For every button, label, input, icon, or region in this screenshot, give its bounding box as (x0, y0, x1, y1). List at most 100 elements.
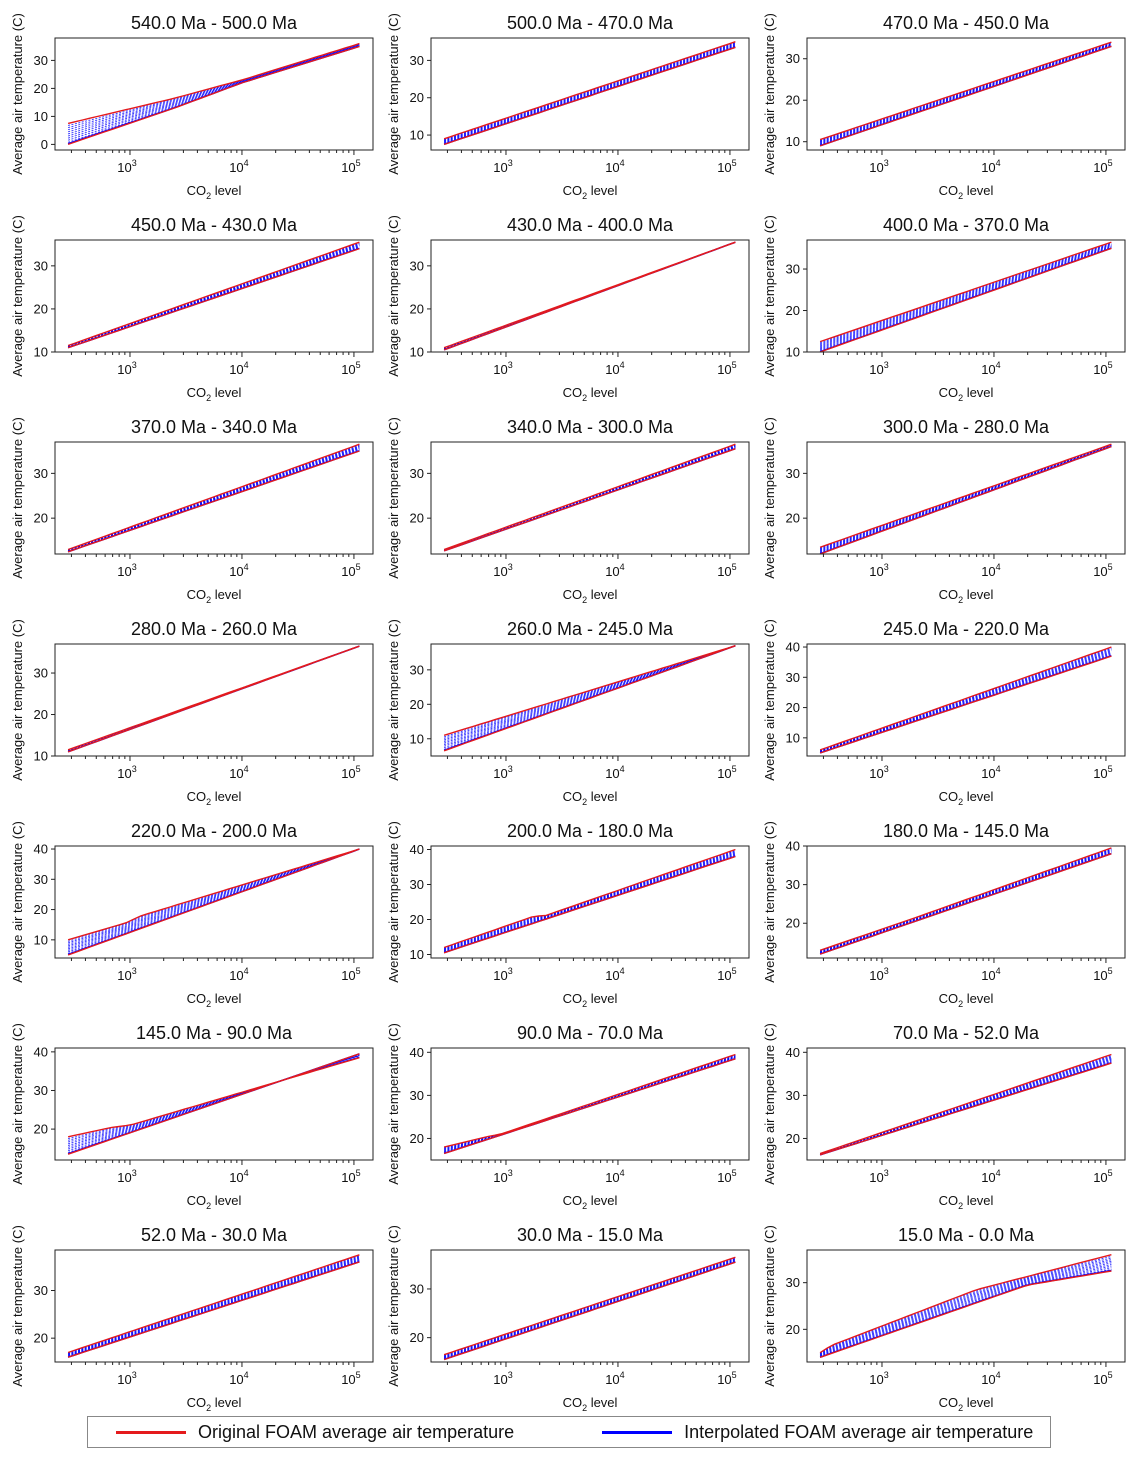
y-axis-label: Average air temperature (C) (10, 13, 25, 175)
interpolated-line (819, 850, 1112, 953)
y-tick-label: 30 (786, 466, 800, 481)
x-axis-label: CO2 level (939, 385, 994, 403)
interpolated-line (819, 652, 1112, 753)
y-axis-label: Average air temperature (C) (386, 13, 401, 175)
original-line-start (67, 241, 360, 347)
x-tick-label: 103 (117, 764, 136, 781)
y-tick-label: 20 (786, 1131, 800, 1146)
y-axis-label: Average air temperature (C) (386, 821, 401, 983)
interpolated-line (819, 43, 1112, 144)
interpolated-line (819, 849, 1112, 953)
x-tick-label: 105 (1093, 1370, 1112, 1387)
y-tick-label: 40 (34, 842, 48, 857)
plot-frame (430, 1249, 750, 1363)
x-tick-exponent: 4 (244, 966, 249, 976)
y-tick-label: 20 (34, 707, 48, 722)
x-tick-label: 105 (717, 158, 736, 175)
plot-frame (806, 239, 1126, 353)
x-axis-label-rest: level (587, 1193, 617, 1208)
y-tick-label: 20 (786, 916, 800, 931)
x-tick-exponent: 3 (132, 1168, 137, 1178)
plot-frame (806, 845, 1126, 959)
y-axis-label: Average air temperature (C) (762, 1225, 777, 1387)
x-tick-exponent: 4 (244, 360, 249, 370)
x-tick-label: 105 (1093, 966, 1112, 983)
x-axis-label-rest: level (963, 385, 993, 400)
x-tick-exponent: 4 (244, 1370, 249, 1380)
x-tick-label: 103 (117, 562, 136, 579)
interpolated-line (67, 43, 360, 126)
x-axis-label-sub: 2 (582, 191, 587, 201)
interpolated-line (819, 244, 1112, 347)
plot-frame (430, 239, 750, 353)
original-line-end (443, 645, 736, 752)
x-tick-label: 103 (493, 158, 512, 175)
interpolated-line (67, 1258, 360, 1356)
x-axis-label: CO2 level (563, 183, 618, 201)
plot-frame (54, 845, 374, 959)
original-line-start (67, 42, 360, 125)
legend: Original FOAM average air temperature In… (87, 1416, 1051, 1448)
subplot: 30.0 Ma - 15.0 Ma 103 104 105 20 30 CO2 level A… (386, 1225, 750, 1413)
x-tick-label: 103 (117, 966, 136, 983)
x-tick-label: 103 (493, 562, 512, 579)
legend-swatch-original (116, 1430, 186, 1434)
x-axis-label: CO2 level (563, 1193, 618, 1211)
x-axis-label-rest: level (211, 587, 241, 602)
y-axis-label: Average air temperature (C) (386, 215, 401, 377)
y-axis-label: Average air temperature (C) (762, 215, 777, 377)
x-tick-exponent: 5 (732, 1370, 737, 1380)
x-axis-label-sub: 2 (958, 393, 963, 403)
y-axis-label: Average air temperature (C) (10, 1023, 25, 1185)
x-tick-exponent: 3 (508, 360, 513, 370)
y-tick-label: 30 (786, 877, 800, 892)
x-axis-label-sub: 2 (206, 1403, 211, 1413)
x-tick-label: 105 (1093, 562, 1112, 579)
subplot: 180.0 Ma - 145.0 Ma 103 104 105 20 30 40 CO2 le… (762, 821, 1126, 1009)
y-tick-label: 20 (410, 912, 424, 927)
interpolated-line (819, 245, 1112, 350)
original-line-start (67, 848, 360, 941)
x-tick-label: 105 (717, 764, 736, 781)
x-axis-label: CO2 level (939, 183, 994, 201)
original-line-end (67, 247, 360, 349)
x-axis-label: CO2 level (939, 587, 994, 605)
interpolated-line (819, 246, 1112, 351)
subplot-title: 300.0 Ma - 280.0 Ma (883, 417, 1050, 437)
x-tick-label: 104 (981, 1168, 1000, 1185)
x-tick-label: 105 (341, 966, 360, 983)
x-tick-label: 105 (717, 360, 736, 377)
y-tick-label: 30 (34, 258, 48, 273)
subplot-title: 52.0 Ma - 30.0 Ma (141, 1225, 288, 1245)
y-tick-label: 30 (410, 877, 424, 892)
x-tick-label: 105 (341, 764, 360, 781)
x-tick-label: 103 (493, 966, 512, 983)
y-tick-label: 30 (410, 466, 424, 481)
interpolated-line (443, 44, 736, 143)
y-tick-label: 10 (34, 932, 48, 947)
interpolated-line (819, 653, 1112, 753)
plot-frame (54, 37, 374, 151)
x-tick-label: 104 (981, 562, 1000, 579)
original-line-end (819, 247, 1112, 353)
interpolated-line (443, 43, 736, 142)
plot-frame (430, 643, 750, 757)
x-axis-label-rest: level (587, 385, 617, 400)
x-tick-exponent: 3 (132, 158, 137, 168)
plot-frame (806, 1047, 1126, 1161)
x-axis-label-rest: level (587, 587, 617, 602)
x-tick-label: 104 (605, 360, 624, 377)
x-tick-exponent: 5 (1108, 360, 1113, 370)
x-axis-label-sub: 2 (206, 797, 211, 807)
legend-label-original: Original FOAM average air temperature (198, 1421, 515, 1442)
x-tick-label: 104 (229, 158, 248, 175)
original-line-end (443, 241, 736, 351)
subplot: 145.0 Ma - 90.0 Ma 103 104 105 20 30 40 CO2 lev… (10, 1023, 374, 1211)
x-tick-exponent: 5 (356, 360, 361, 370)
x-axis-label: CO2 level (939, 991, 994, 1009)
x-tick-exponent: 4 (996, 966, 1001, 976)
x-tick-label: 104 (981, 1370, 1000, 1387)
y-tick-label: 30 (410, 258, 424, 273)
x-tick-exponent: 5 (732, 764, 737, 774)
x-tick-exponent: 5 (356, 158, 361, 168)
